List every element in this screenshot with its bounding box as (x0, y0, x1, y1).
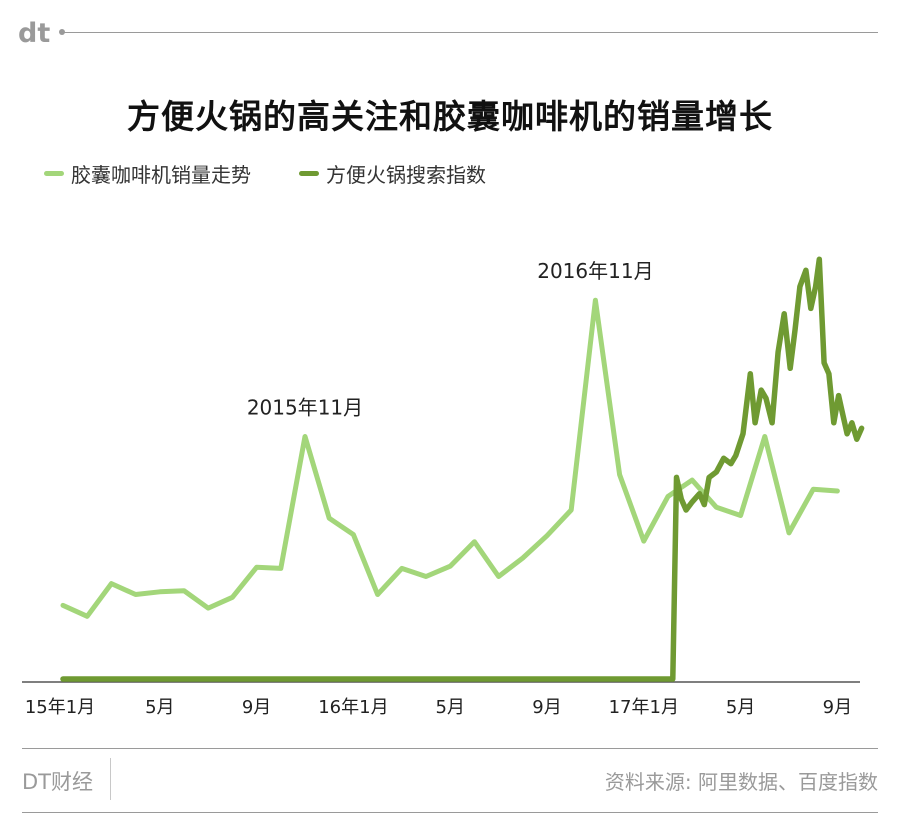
x-tick-label: 15年1月 (25, 697, 95, 718)
capsule-sales-line (60, 297, 840, 619)
legend-swatch-hotpot (299, 171, 319, 176)
legend-item-capsule: 胶囊咖啡机销量走势 (44, 159, 251, 188)
x-tick-label: 5月 (145, 697, 174, 718)
footer-source: 资料来源: 阿里数据、百度指数 (604, 770, 878, 794)
x-tick-label: 5月 (726, 697, 755, 718)
x-tick-label: 9月 (242, 697, 271, 718)
x-tick-label: 16年1月 (318, 697, 388, 718)
x-tick-label: 17年1月 (609, 697, 679, 718)
hotpot-search-line (60, 256, 865, 682)
legend-item-hotpot: 方便火锅搜索指数 (299, 159, 486, 188)
legend-swatch-capsule (44, 171, 64, 176)
x-tick-label: 9月 (823, 697, 852, 718)
chart-title: 方便火锅的高关注和胶囊咖啡机的销量增长 (127, 97, 773, 136)
annotation-label: 2016年11月 (537, 259, 653, 283)
legend-label-capsule: 胶囊咖啡机销量走势 (71, 163, 251, 187)
footer-separator (110, 758, 111, 800)
footer-bottom-divider (22, 812, 878, 813)
chart-legend: 胶囊咖啡机销量走势 方便火锅搜索指数 (44, 159, 534, 188)
footer-brand: DT财经 (22, 770, 93, 794)
dt-logo: dt (18, 18, 65, 48)
x-tick-label: 9月 (532, 697, 561, 718)
legend-label-hotpot: 方便火锅搜索指数 (326, 163, 486, 187)
x-tick-label: 5月 (435, 697, 464, 718)
bottom-divider (22, 748, 878, 749)
dt-logo-text: dt (18, 18, 50, 48)
top-divider (62, 32, 878, 33)
annotation-label: 2015年11月 (247, 395, 363, 419)
